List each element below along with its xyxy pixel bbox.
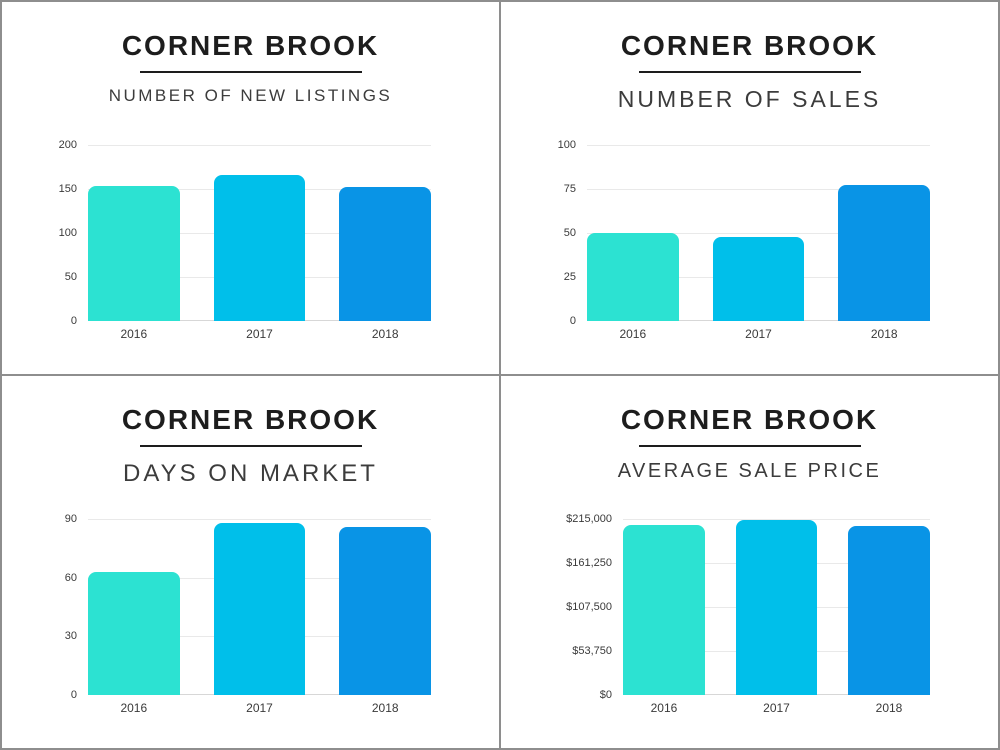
x-axis-tick-label: 2017 [763, 701, 790, 715]
panel-number-of-sales: CORNER BROOK NUMBER OF SALES 0 25 50 75 100 … [501, 2, 998, 374]
bar-chart-number-of-sales: 0 25 50 75 100 2016 2017 2018 [501, 139, 998, 360]
plot-area: 0 30 60 90 [65, 513, 431, 701]
bars-group [88, 145, 431, 321]
y-axis-tick-label: 50 [563, 227, 576, 239]
y-axis-tick-label: $215,000 [566, 513, 612, 525]
gridline [587, 145, 930, 146]
panel-average-sale-price: CORNER BROOK AVERAGE SALE PRICE $0 $53,75… [501, 376, 998, 748]
y-axis-tick-label: 90 [64, 513, 77, 525]
bar-2018 [339, 526, 431, 695]
bar-2018 [838, 185, 930, 321]
x-axis-tick-label: 2017 [246, 701, 273, 715]
bar-2016 [88, 186, 180, 321]
gridline [88, 145, 431, 146]
page-title: CORNER BROOK [121, 30, 380, 61]
bar-2016 [88, 571, 180, 695]
y-axis-tick-label: 200 [58, 139, 77, 151]
bars-group [623, 519, 930, 695]
y-axis-tick-label: 25 [563, 271, 576, 283]
bar-2018 [848, 526, 930, 695]
plot-area: $0 $53,750 $107,500 $161,250 $215,000 [566, 513, 930, 701]
panel-new-listings: CORNER BROOK NUMBER OF NEW LISTINGS 0 50 1… [2, 2, 499, 374]
x-axis-labels: 2016 2017 2018 [88, 327, 431, 341]
x-axis-tick-label: 2017 [246, 327, 273, 341]
y-axis-tick-label: 60 [64, 571, 77, 584]
y-axis-tick-label: 75 [563, 183, 576, 195]
y-axis-tick-label: 0 [70, 689, 77, 701]
gridline [587, 189, 930, 190]
title-underline [638, 445, 861, 447]
bar-chart-new-listings: 0 50 100 150 200 2016 2017 2018 [2, 139, 499, 360]
title-underline [638, 71, 861, 73]
y-axis-tick-label: 150 [58, 183, 77, 195]
x-axis-tick-label: 2016 [120, 327, 148, 341]
y-axis-tick-label: $0 [599, 689, 612, 701]
page-title: CORNER BROOK [620, 30, 879, 61]
chart-subtitle: AVERAGE SALE PRICE [617, 460, 882, 482]
bar-2016 [587, 233, 679, 321]
bar-2017 [213, 174, 306, 321]
y-axis-tick-label: $161,250 [566, 557, 612, 569]
x-axis-tick-label: 2016 [120, 701, 148, 715]
bar-2017 [213, 522, 306, 695]
x-axis-labels: 2016 2017 2018 [587, 327, 930, 341]
x-axis-tick-label: 2016 [619, 327, 647, 341]
chart-subtitle: NUMBER OF SALES [617, 86, 882, 112]
x-axis-tick-label: 2018 [371, 327, 399, 341]
y-axis-tick-label: 30 [64, 630, 77, 643]
bars-group [587, 145, 930, 321]
title-underline [139, 445, 362, 447]
y-axis-tick-label: $107,500 [566, 601, 612, 613]
bar-2018 [339, 187, 431, 321]
y-axis-tick-label: 100 [58, 227, 77, 239]
gridline [587, 233, 930, 234]
x-axis-tick-label: 2016 [650, 701, 678, 715]
gridline [623, 519, 930, 520]
bar-2017 [712, 236, 805, 321]
y-axis-tick-label: 0 [569, 315, 576, 327]
bars-group [88, 519, 431, 695]
bar-2017 [735, 519, 818, 695]
bar-2016 [623, 524, 705, 695]
plot-area: 0 25 50 75 100 [558, 139, 930, 327]
panel-days-on-market: CORNER BROOK DAYS ON MARKET 0 30 60 90 2016… [2, 376, 499, 748]
bar-chart-average-sale-price: $0 $53,750 $107,500 $161,250 $215,000 2016 20… [501, 513, 998, 734]
chart-subtitle: NUMBER OF NEW LISTINGS [108, 86, 393, 105]
page-title: CORNER BROOK [620, 404, 879, 435]
x-axis-labels: 2016 2017 2018 [623, 701, 930, 715]
y-axis-tick-label: 100 [557, 139, 576, 151]
x-axis-tick-label: 2018 [875, 701, 903, 715]
x-axis-tick-label: 2018 [870, 327, 898, 341]
x-axis-tick-label: 2017 [745, 327, 772, 341]
x-axis-tick-label: 2018 [371, 701, 399, 715]
page-title: CORNER BROOK [121, 404, 380, 435]
bar-chart-days-on-market: 0 30 60 90 2016 2017 2018 [2, 513, 499, 734]
plot-area: 0 50 100 150 200 [59, 139, 431, 327]
gridline [88, 519, 431, 520]
x-axis-labels: 2016 2017 2018 [88, 701, 431, 715]
title-underline [139, 71, 362, 73]
chart-subtitle: DAYS ON MARKET [123, 460, 378, 487]
y-axis-tick-label: 0 [70, 315, 77, 327]
y-axis-tick-label: 50 [64, 271, 77, 283]
y-axis-tick-label: $53,750 [572, 645, 612, 657]
